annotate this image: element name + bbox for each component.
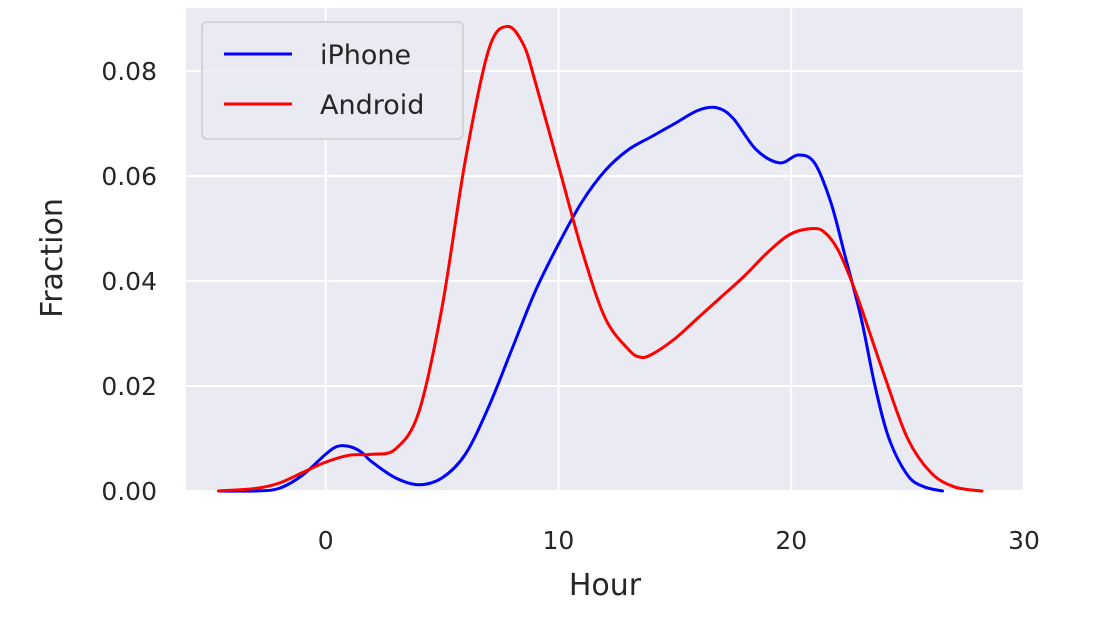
legend: iPhone Android	[201, 21, 464, 140]
x-tick-label: 20	[775, 526, 807, 555]
tick-labels: 0 10 20 30 0.00 0.02 0.04 0.06 0.08	[101, 57, 1040, 555]
x-tick-label: 0	[318, 526, 334, 555]
series-layer	[217, 24, 984, 493]
y-tick-label: 0.08	[101, 57, 157, 86]
legend-label-iphone: iPhone	[320, 40, 411, 71]
legend-box	[201, 21, 464, 140]
y-tick-label: 0.02	[101, 372, 157, 401]
x-tick-label: 30	[1008, 526, 1040, 555]
x-tick-label: 10	[543, 526, 575, 555]
series-line-iphone	[217, 105, 945, 493]
y-tick-label: 0.06	[101, 162, 157, 191]
y-tick-label: 0.04	[101, 267, 157, 296]
legend-label-android: Android	[320, 90, 424, 121]
series-line-android	[217, 24, 984, 493]
y-axis-label: Fraction	[35, 198, 70, 318]
x-axis-label: Hour	[569, 568, 642, 603]
y-tick-label: 0.00	[101, 477, 157, 506]
